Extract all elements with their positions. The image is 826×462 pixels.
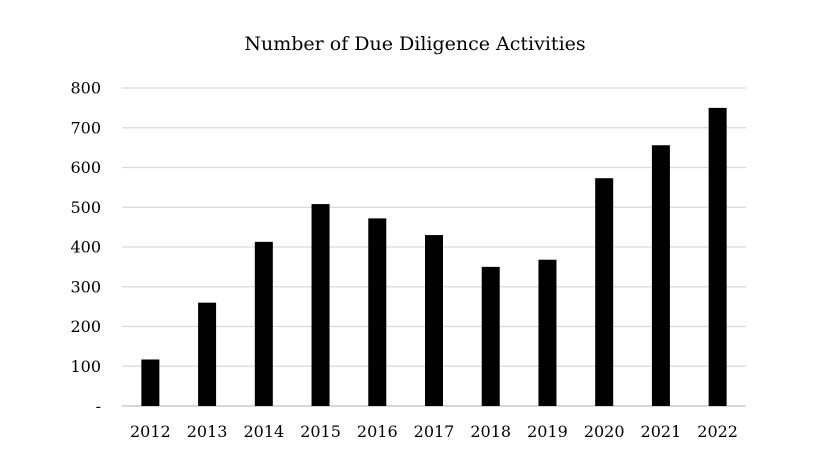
y-tick-label: - <box>96 397 101 416</box>
y-tick-label: 100 <box>70 357 101 376</box>
bar-2018 <box>481 266 500 406</box>
y-tick-label: 400 <box>70 238 101 257</box>
y-tick-label: 200 <box>70 317 101 336</box>
x-tick-label: 2018 <box>470 422 511 441</box>
bar-2017 <box>425 235 443 406</box>
x-tick-label: 2019 <box>527 422 568 441</box>
bar-2015 <box>311 204 330 406</box>
y-axis-tick-labels: - 100 200 300 400 500 600 700 800 <box>70 79 101 416</box>
x-tick-label: 2022 <box>697 422 738 441</box>
x-tick-label: 2013 <box>187 422 228 441</box>
x-tick-label: 2015 <box>300 422 341 441</box>
x-tick-label: 2014 <box>243 422 284 441</box>
bars <box>141 107 727 407</box>
bar-2014 <box>254 241 273 406</box>
bar-2016 <box>368 218 387 406</box>
bar-2012 <box>141 359 160 406</box>
bar-2019 <box>538 259 557 406</box>
bar-2022 <box>708 107 727 406</box>
y-tick-label: 700 <box>70 118 101 137</box>
bar-2013 <box>198 302 217 406</box>
x-tick-label: 2020 <box>584 422 625 441</box>
chart-title: Number of Due Diligence Activities <box>244 33 585 55</box>
x-tick-label: 2016 <box>357 422 398 441</box>
x-tick-label: 2021 <box>641 422 682 441</box>
y-tick-label: 800 <box>70 79 101 98</box>
y-tick-label: 600 <box>70 158 101 177</box>
y-tick-label: 500 <box>70 198 101 217</box>
x-axis-tick-labels: 2012 2013 2014 2015 2016 2017 2018 2019 2020 2021… <box>130 422 738 441</box>
bar-2021 <box>651 145 670 407</box>
x-tick-label: 2017 <box>414 422 455 441</box>
y-tick-label: 300 <box>70 277 101 296</box>
bar-2020 <box>595 178 614 406</box>
x-tick-label: 2012 <box>130 422 171 441</box>
